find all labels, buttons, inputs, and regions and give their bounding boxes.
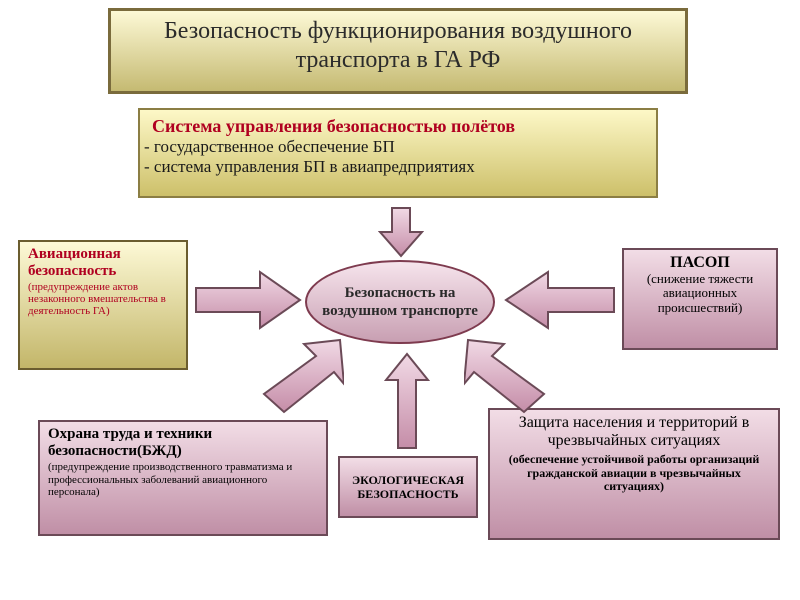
bottom-right-title: Защита населения и территорий в чрезвыча… xyxy=(498,414,770,451)
right-body: (снижение тяжести авиационных происшеств… xyxy=(630,272,770,315)
title-text: Безопасность функционирования воздушного… xyxy=(119,17,677,75)
right-box: ПАСОП (снижение тяжести авиационных прои… xyxy=(622,248,778,350)
system-line1: - государственное обеспечение БП xyxy=(144,137,644,157)
title-box: Безопасность функционирования воздушного… xyxy=(108,8,688,94)
arrow-up-left-icon xyxy=(464,336,564,416)
bottom-right-body: (обеспечение устойчивой работы организац… xyxy=(498,453,770,494)
arrow-up-right-icon xyxy=(244,336,344,416)
arrow-down-icon xyxy=(378,206,424,258)
system-title: Система управления безопасностью полётов xyxy=(152,116,644,137)
left-title: Авиационная безопасность xyxy=(28,246,178,279)
arrow-up-icon xyxy=(384,350,430,450)
center-text: Безопасность на воздушном транспорте xyxy=(307,284,493,320)
arrow-left-icon xyxy=(498,268,618,332)
bottom-right-box: Защита населения и территорий в чрезвыча… xyxy=(488,408,780,540)
system-box: Система управления безопасностью полётов… xyxy=(138,108,658,198)
arrow-right-icon xyxy=(192,268,304,332)
bottom-left-body: (предупреждение производственного травма… xyxy=(48,461,318,499)
bottom-left-title: Охрана труда и техники безопасности(БЖД) xyxy=(48,426,318,459)
left-box: Авиационная безопасность (предупреждение… xyxy=(18,240,188,370)
right-title: ПАСОП xyxy=(630,254,770,272)
left-body: (предупреждение актов незаконного вмешат… xyxy=(28,281,178,317)
system-line2: - система управления БП в авиапредприяти… xyxy=(144,157,644,177)
eco-text: ЭКОЛОГИЧЕСКАЯ БЕЗОПАСНОСТЬ xyxy=(340,473,476,502)
bottom-left-box: Охрана труда и техники безопасности(БЖД)… xyxy=(38,420,328,536)
center-ellipse: Безопасность на воздушном транспорте xyxy=(305,260,495,344)
eco-box: ЭКОЛОГИЧЕСКАЯ БЕЗОПАСНОСТЬ xyxy=(338,456,478,518)
